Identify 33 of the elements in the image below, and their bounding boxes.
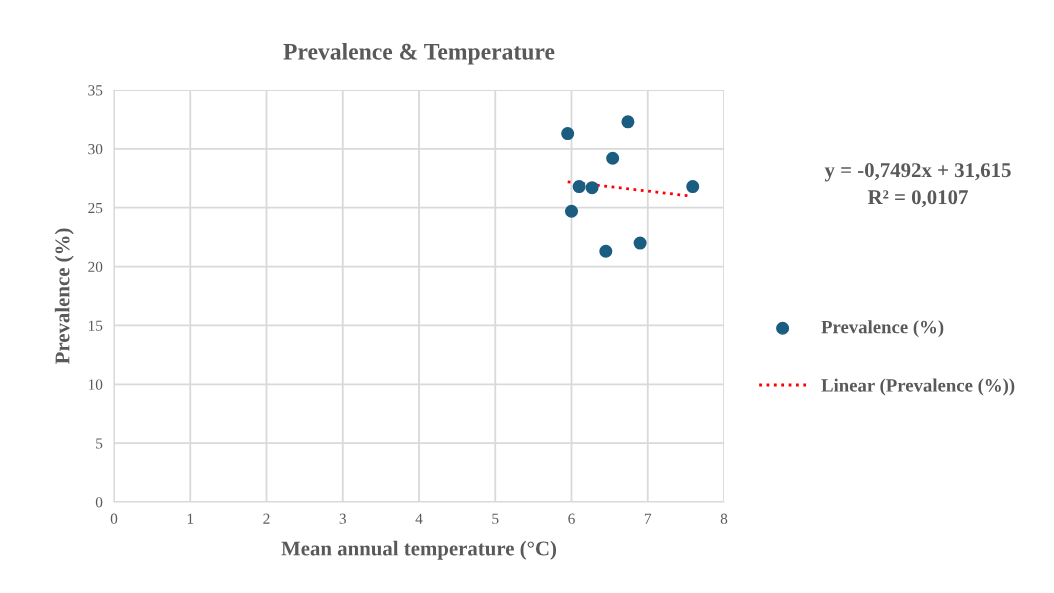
legend-label: Prevalence (%) bbox=[821, 320, 944, 338]
point bbox=[606, 151, 620, 165]
y-tick-label: 15 bbox=[88, 320, 103, 331]
y-tick-label: 10 bbox=[88, 379, 103, 390]
point bbox=[585, 181, 599, 195]
x-tick-label: 8 bbox=[720, 513, 728, 524]
x-tick-label: 1 bbox=[187, 513, 194, 524]
point bbox=[561, 127, 575, 141]
point bbox=[599, 244, 613, 258]
y-tick-label: 35 bbox=[88, 85, 103, 96]
x-tick-label: 5 bbox=[492, 513, 499, 524]
x-tick-label: 2 bbox=[263, 513, 270, 524]
x-tick-label: 7 bbox=[644, 513, 652, 524]
point bbox=[564, 204, 579, 218]
x-tick-label: 3 bbox=[339, 513, 346, 524]
point bbox=[686, 180, 700, 194]
y-tick-label: 20 bbox=[88, 261, 103, 273]
point bbox=[572, 180, 586, 194]
x-tick-label: 6 bbox=[568, 513, 575, 524]
legend-label: Linear (Prevalence (%)) bbox=[821, 378, 1015, 396]
y-tick-label: 30 bbox=[88, 144, 103, 155]
chart-title: Prevalence & Temperature bbox=[283, 43, 555, 65]
x-tick-label: 0 bbox=[110, 513, 118, 524]
y-tick-label: 25 bbox=[88, 202, 103, 214]
text: R² = 0,0107 bbox=[867, 190, 968, 208]
y-tick-label: 0 bbox=[95, 497, 103, 508]
y-axis-title: Prevalence (%) bbox=[54, 228, 74, 365]
x-tick-label: 4 bbox=[415, 513, 423, 524]
point bbox=[633, 236, 647, 250]
x-axis-title: Mean annual temperature (°C) bbox=[281, 540, 557, 560]
y-tick-label: 5 bbox=[96, 438, 103, 449]
text: y = -0,7492x + 31,615 bbox=[824, 163, 1011, 182]
point bbox=[621, 115, 635, 129]
